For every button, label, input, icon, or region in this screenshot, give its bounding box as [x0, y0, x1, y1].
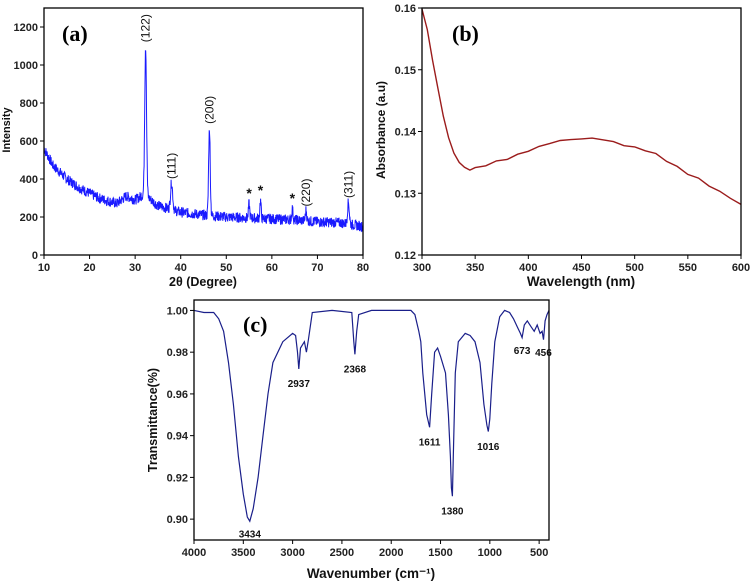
- uv-vis-x-tick-label: 600: [732, 262, 750, 274]
- xrd-x-tick-label: 60: [266, 262, 278, 274]
- xrd-x-axis-title: 2θ (Degree): [169, 275, 237, 289]
- uv-vis-x-tick-label: 400: [519, 262, 537, 274]
- ftir-plot-frame: [193, 299, 550, 541]
- ftir-x-tick-label: 3000: [280, 547, 304, 559]
- ftir-plot-area: [193, 309, 550, 523]
- xrd-x-tick-label: 50: [220, 262, 232, 274]
- xrd-plot-frame: [43, 7, 364, 256]
- uv-vis-y-tick-label: 0.14: [395, 127, 417, 139]
- uv-vis-x-tick-label: 350: [466, 262, 484, 274]
- xrd-impurity-marker: *: [246, 185, 252, 201]
- ftir-x-tick-label: 3500: [231, 547, 255, 559]
- uv-vis-y-tick-label: 0.15: [395, 65, 416, 77]
- xrd-impurity-marker: *: [258, 182, 264, 198]
- uv-vis-ticks: 300 350 400 450 500 550 600 0.12 0.13 0.14 0.15 0.1…: [395, 3, 751, 274]
- ftir-ticks: 4000 3500 3000 2500 2000 1500 1000 500 0.90 0.92 0…: [167, 305, 553, 559]
- ftir-y-tick-label: 1.00: [167, 305, 188, 317]
- ftir-x-tick-label: 2000: [379, 547, 403, 559]
- uv-vis-x-tick-label: 450: [572, 262, 590, 274]
- ftir-peak-label: 2937: [288, 379, 311, 390]
- uv-vis-y-axis-title: Absorbance (a.u): [374, 81, 388, 179]
- ftir-peak-label: 1611: [419, 438, 441, 449]
- ftir-y-tick-label: 0.98: [167, 347, 188, 359]
- ftir-x-tick-label: 1500: [428, 547, 452, 559]
- ftir-series-line: [193, 309, 550, 523]
- uv-vis-y-tick-label: 0.12: [395, 250, 416, 262]
- ftir-y-tick-label: 0.96: [167, 389, 188, 401]
- xrd-y-tick-label: 800: [20, 98, 38, 110]
- ftir-peak-label: 3434: [239, 529, 262, 540]
- xrd-x-tick-label: 80: [357, 262, 369, 274]
- ftir-y-tick-label: 0.90: [167, 514, 188, 526]
- uv-vis-panel: (b) Wavelength (nm) Absorbance (a.u) 300…: [374, 3, 750, 289]
- ftir-x-tick-label: 4000: [182, 547, 206, 559]
- uv-vis-x-tick-label: 500: [625, 262, 643, 274]
- ftir-x-tick-label: 500: [530, 547, 548, 559]
- xrd-peak-label: (311): [341, 171, 355, 198]
- xrd-panel: (a) 2θ (Degree) Intensity 10 20 30 40 50 60 70…: [1, 7, 370, 289]
- uv-vis-plot-area: [421, 9, 742, 206]
- uv-vis-x-axis-title: Wavelength (nm): [527, 274, 635, 289]
- ftir-peak-label: 456: [535, 348, 552, 359]
- xrd-peak-label: (220): [299, 179, 313, 207]
- xrd-y-axis-title: Intensity: [1, 107, 13, 153]
- xrd-y-tick-label: 1000: [14, 60, 38, 72]
- uv-vis-y-tick-label: 0.13: [395, 188, 416, 200]
- xrd-peak-label: (122): [139, 14, 153, 42]
- ftir-y-axis-title: Transmittance(%): [146, 368, 160, 472]
- ftir-panel-label: (c): [243, 312, 267, 337]
- xrd-y-tick-label: 1200: [14, 22, 38, 34]
- xrd-x-tick-label: 30: [129, 262, 141, 274]
- uv-vis-y-tick-label: 0.16: [395, 3, 416, 15]
- xrd-series-line: [43, 50, 364, 233]
- ftir-x-axis-title: Wavenumber (cm⁻¹): [307, 566, 435, 581]
- xrd-impurity-marker: *: [290, 190, 296, 206]
- ftir-y-tick-label: 0.92: [167, 472, 188, 484]
- uv-vis-x-tick-label: 550: [679, 262, 697, 274]
- ftir-peak-label: 2368: [344, 365, 367, 376]
- xrd-y-tick-label: 0: [32, 250, 38, 262]
- xrd-y-tick-label: 600: [20, 136, 38, 148]
- xrd-x-tick-label: 70: [311, 262, 323, 274]
- xrd-plot-area: [43, 50, 364, 233]
- xrd-y-tick-label: 400: [20, 174, 38, 186]
- ftir-panel: (c) Wavenumber (cm⁻¹) Transmittance(%) 4…: [146, 299, 553, 581]
- xrd-peak-label: (200): [202, 96, 216, 124]
- uv-vis-panel-label: (b): [452, 21, 479, 46]
- uv-vis-x-tick-label: 300: [413, 262, 431, 274]
- xrd-panel-label: (a): [62, 21, 88, 46]
- uv-vis-series-line: [421, 9, 742, 206]
- ftir-peak-label: 1380: [441, 507, 464, 518]
- xrd-peak-label: (111): [165, 153, 179, 179]
- ftir-x-tick-label: 2500: [330, 547, 354, 559]
- xrd-x-tick-label: 20: [83, 262, 95, 274]
- ftir-peak-label: 1016: [477, 442, 500, 453]
- xrd-y-tick-label: 200: [20, 212, 38, 224]
- ftir-x-tick-label: 1000: [478, 547, 502, 559]
- xrd-x-tick-label: 10: [38, 262, 50, 274]
- ftir-y-tick-label: 0.94: [167, 431, 189, 443]
- xrd-x-tick-label: 40: [175, 262, 187, 274]
- ftir-peak-label: 673: [514, 346, 531, 357]
